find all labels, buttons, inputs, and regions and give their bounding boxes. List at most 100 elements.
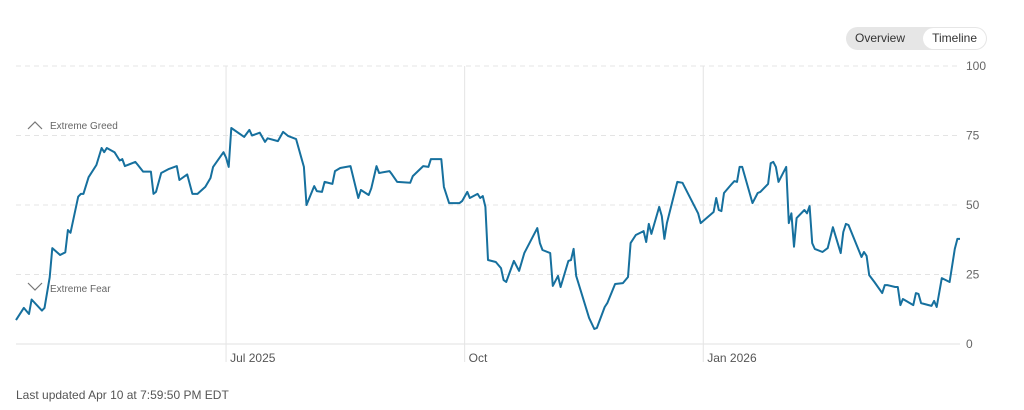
data-point: [334, 170, 336, 172]
data-point: [881, 292, 883, 294]
data-point: [505, 281, 507, 283]
data-point: [487, 259, 489, 261]
data-point: [67, 229, 69, 231]
data-point: [560, 286, 562, 288]
data-point: [186, 174, 188, 176]
data-point: [461, 200, 463, 202]
chevron-down-icon: [27, 282, 43, 291]
data-point: [741, 166, 743, 168]
data-point: [277, 140, 279, 142]
data-point: [15, 319, 17, 321]
data-point: [500, 267, 502, 269]
data-point: [772, 161, 774, 163]
data-point: [920, 302, 922, 304]
data-point: [677, 181, 679, 183]
data-point: [44, 307, 46, 309]
data-point: [630, 242, 632, 244]
data-point: [931, 305, 933, 307]
data-point: [552, 285, 554, 287]
data-point: [264, 141, 266, 143]
data-point: [23, 307, 25, 309]
data-point: [306, 204, 308, 206]
fear-greed-chart: Extreme Greed Extreme Fear 100 75 50 25 0 Jul …: [15, 59, 986, 365]
data-point: [267, 137, 269, 139]
data-point: [760, 191, 762, 193]
data-point: [936, 306, 938, 308]
data-point: [700, 222, 702, 224]
x-tick-label: Jul 2025: [230, 351, 276, 365]
data-point: [806, 213, 808, 215]
data-point: [793, 246, 795, 248]
data-point: [503, 279, 505, 281]
data-point: [697, 213, 699, 215]
data-point: [339, 167, 341, 169]
data-point: [179, 179, 181, 181]
y-tick-label: 75: [966, 129, 980, 143]
data-point: [788, 222, 790, 224]
data-point: [715, 197, 717, 199]
data-point: [954, 248, 956, 250]
overview-tab[interactable]: Overview: [855, 31, 906, 45]
data-point: [606, 302, 608, 304]
data-point: [785, 166, 787, 168]
x-tick-label: Jan 2026: [707, 351, 757, 365]
data-point: [430, 158, 432, 160]
annotation-label: Extreme Fear: [50, 284, 111, 295]
data-point: [549, 252, 551, 254]
data-point: [295, 138, 297, 140]
data-point: [482, 195, 484, 197]
data-point: [643, 230, 645, 232]
data-point: [941, 277, 943, 279]
data-point: [77, 196, 79, 198]
data-point: [713, 211, 715, 213]
data-point: [811, 242, 813, 244]
data-point: [88, 176, 90, 178]
data-point: [588, 317, 590, 319]
chevron-up-icon: [27, 121, 43, 130]
data-point: [313, 185, 315, 187]
y-tick-label: 50: [966, 198, 980, 212]
data-point: [900, 304, 902, 306]
data-point: [370, 188, 372, 190]
data-point: [752, 202, 754, 204]
data-point: [303, 166, 305, 168]
data-point: [228, 166, 230, 168]
data-point: [142, 171, 144, 173]
data-point: [539, 242, 541, 244]
data-point: [575, 275, 577, 277]
data-point: [114, 151, 116, 153]
data-point: [103, 151, 105, 153]
data-point: [842, 231, 844, 233]
data-point: [529, 242, 531, 244]
data-point: [282, 131, 284, 133]
data-point: [83, 193, 85, 195]
data-point: [809, 205, 811, 207]
data-point: [848, 224, 850, 226]
data-point: [775, 166, 777, 168]
data-point: [723, 192, 725, 194]
data-point: [479, 197, 481, 199]
data-point: [770, 163, 772, 165]
data-point: [524, 252, 526, 254]
data-point: [412, 175, 414, 177]
data-point: [887, 284, 889, 286]
data-point: [155, 191, 157, 193]
data-point: [635, 234, 637, 236]
timeline-tab[interactable]: Timeline: [923, 28, 986, 49]
data-point: [251, 135, 253, 137]
data-point: [957, 238, 959, 240]
series-line: [15, 127, 960, 330]
data-point: [448, 202, 450, 204]
data-point: [332, 183, 334, 185]
data-point: [150, 171, 152, 173]
y-tick-label: 0: [966, 337, 973, 351]
data-point: [682, 182, 684, 184]
data-point: [223, 151, 225, 153]
data-point: [41, 310, 43, 312]
data-point: [814, 248, 816, 250]
data-point: [31, 299, 33, 301]
data-point: [52, 247, 54, 249]
data-point: [767, 183, 769, 185]
data-point: [396, 181, 398, 183]
data-point: [153, 193, 155, 195]
